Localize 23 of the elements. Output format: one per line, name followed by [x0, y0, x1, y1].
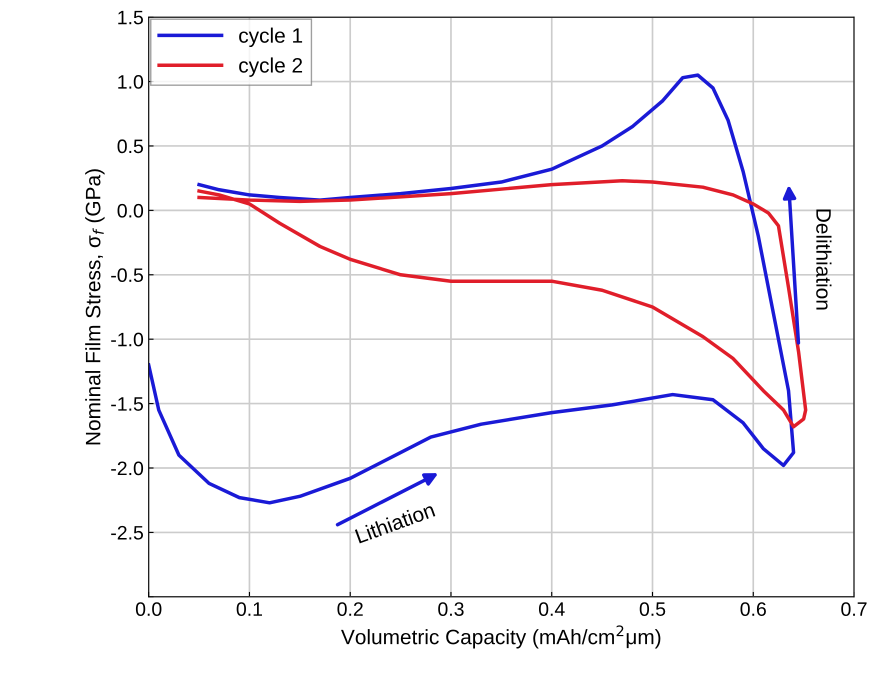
x-tick-label: 0.5 — [640, 602, 666, 616]
y-tick-label: -2.0 — [111, 461, 144, 476]
legend-label: cycle 1 — [239, 28, 302, 47]
x-tick-label: 0.4 — [538, 602, 565, 616]
y-axis-title: Nominal Film Stress, σ$_{f}$ (GPa) — [85, 169, 105, 444]
x-tick-label: 0.3 — [438, 602, 464, 616]
y-tick-label: 1.5 — [118, 10, 144, 24]
y-tick-label: -0.5 — [111, 268, 144, 282]
line-series — [197, 179, 808, 429]
x-tick-label: 0.6 — [740, 602, 766, 616]
y-tick-label: -1.5 — [111, 397, 144, 411]
y-tick-label: 1.0 — [118, 75, 144, 89]
x-tick-label: 0.0 — [136, 602, 162, 616]
x-tick-label: 0.7 — [841, 602, 867, 616]
y-tick-label: 0.0 — [118, 204, 144, 218]
x-tick-label: 0.1 — [236, 602, 262, 616]
y-tick-label: -2.5 — [111, 526, 144, 540]
annotation: Delithiation — [816, 210, 832, 310]
x-tick-label: 0.2 — [337, 602, 363, 616]
y-tick-label: 0.5 — [118, 139, 144, 154]
x-axis-title: Volumetric Capacity (mAh/cm$^{2}$μm) — [341, 625, 660, 648]
y-tick-label: -1.0 — [111, 332, 144, 346]
legend-label: cycle 2 — [239, 57, 302, 77]
